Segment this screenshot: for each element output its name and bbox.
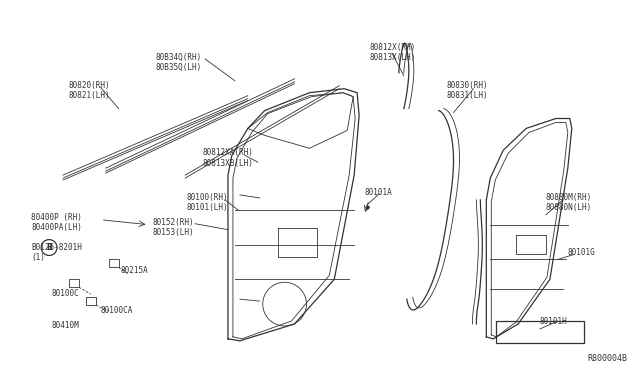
Text: 80880M(RH)
80880N(LH): 80880M(RH) 80880N(LH) — [546, 193, 592, 212]
Text: 80101A: 80101A — [364, 188, 392, 197]
Text: 80101H: 80101H — [540, 317, 568, 326]
Text: 80215A: 80215A — [120, 266, 148, 275]
Text: 80B34Q(RH)
80B35Q(LH): 80B34Q(RH) 80B35Q(LH) — [156, 53, 202, 73]
Bar — [69, 279, 79, 287]
Text: 80830(RH)
80831(LH): 80830(RH) 80831(LH) — [447, 81, 488, 100]
Text: 80812XA(RH)
80813XB(LH): 80812XA(RH) 80813XB(LH) — [202, 148, 253, 168]
Bar — [109, 259, 118, 267]
Text: 80820(RH)
80821(LH): 80820(RH) 80821(LH) — [69, 81, 111, 100]
Text: R800004B: R800004B — [588, 354, 628, 363]
Text: 80400P (RH)
80400PA(LH): 80400P (RH) 80400PA(LH) — [31, 213, 82, 232]
Text: 80101G: 80101G — [568, 247, 596, 257]
Text: B0126-8201H
(1): B0126-8201H (1) — [31, 243, 82, 262]
Text: 80100C: 80100C — [51, 289, 79, 298]
Text: 80812X(RH)
80813X(LH): 80812X(RH) 80813X(LH) — [369, 43, 415, 62]
Text: 80152(RH)
80153(LH): 80152(RH) 80153(LH) — [152, 218, 194, 237]
Text: 80410M: 80410M — [51, 321, 79, 330]
Bar — [496, 321, 584, 343]
Text: 80100(RH)
80101(LH): 80100(RH) 80101(LH) — [186, 193, 228, 212]
Bar — [86, 297, 96, 305]
Text: 80100CA: 80100CA — [100, 306, 133, 315]
Text: B: B — [46, 243, 52, 252]
